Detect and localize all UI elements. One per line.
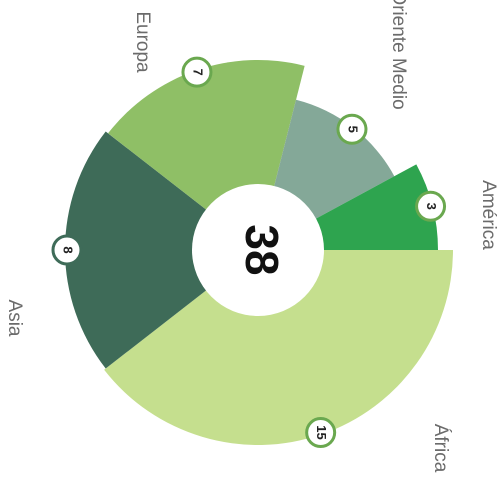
category-label: Oriente Medio — [388, 0, 409, 110]
value-badge — [181, 56, 213, 88]
value-label: 3 — [424, 203, 439, 210]
segment — [64, 131, 259, 369]
value-label: 7 — [191, 69, 206, 76]
segment — [104, 250, 453, 445]
category-label: Europa — [132, 11, 153, 73]
value-badge — [415, 190, 447, 222]
category-label: África — [430, 424, 451, 473]
center-hole — [192, 184, 324, 316]
category-label: América — [478, 180, 499, 250]
value-label: 15 — [314, 425, 329, 439]
value-badge — [305, 417, 337, 449]
value-badge — [336, 113, 368, 145]
value-label: 8 — [61, 246, 76, 253]
value-label: 5 — [346, 126, 361, 133]
total: 38 — [236, 224, 288, 275]
category-label: Asia — [4, 300, 25, 337]
value-badge — [51, 234, 83, 266]
